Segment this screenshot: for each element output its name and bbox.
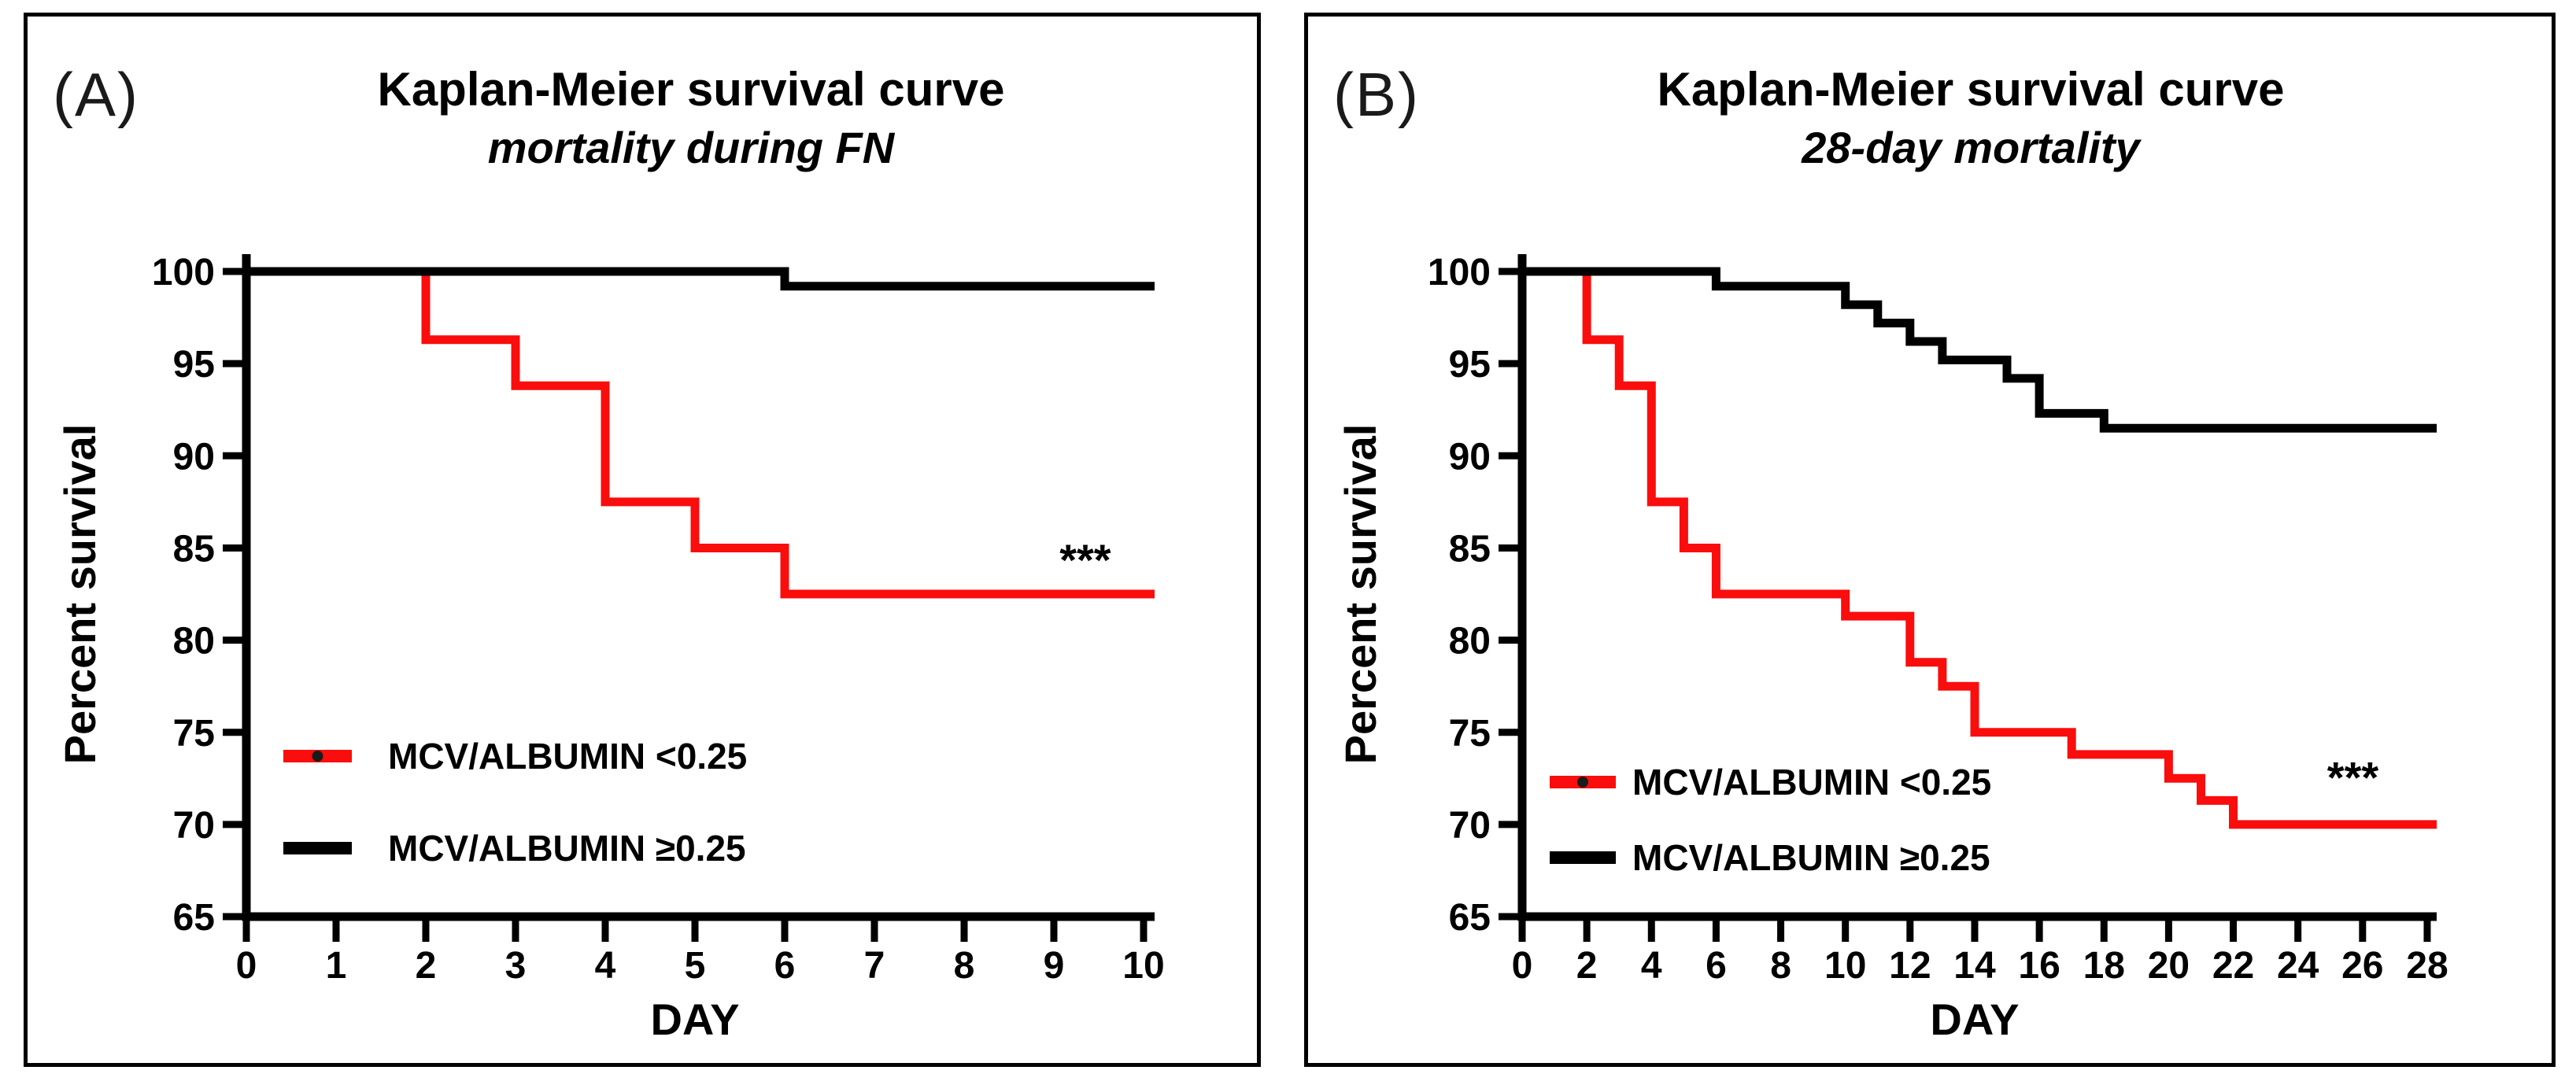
x-tick-label: 18 (2083, 945, 2125, 987)
panel-b: (B) Kaplan-Meier survival curve 28-day m… (1304, 13, 2556, 1067)
y-tick-label: 85 (173, 528, 215, 570)
km-curve-below-025 (421, 271, 1155, 599)
y-tick-label: 70 (1449, 805, 1491, 847)
panel-a-title: Kaplan-Meier survival curve (377, 63, 1005, 116)
y-tick-label: 100 (152, 252, 215, 293)
y-tick-label: 70 (173, 805, 215, 847)
x-tick-label: 0 (236, 945, 257, 987)
x-tick-label: 16 (2018, 945, 2060, 987)
km-curve-below-025 (1582, 271, 2437, 829)
x-axis-title: DAY (1930, 995, 2019, 1044)
x-tick-label: 8 (954, 945, 975, 987)
x-tick-label: 2 (416, 945, 437, 987)
y-tick-label: 65 (173, 897, 215, 939)
y-tick-label: 75 (1449, 713, 1491, 755)
legend-censor-dot (312, 751, 323, 762)
x-tick-label: 14 (1953, 945, 1996, 987)
significance-asterisks: *** (1059, 535, 1111, 585)
legend-label: MCV/ALBUMIN ≥0.25 (1632, 837, 1990, 878)
y-tick-label: 90 (173, 436, 215, 478)
legend-label: MCV/ALBUMIN <0.25 (1632, 762, 1991, 803)
y-tick-label: 80 (1449, 621, 1491, 662)
y-tick-label: 75 (173, 713, 215, 755)
x-tick-label: 26 (2341, 945, 2383, 987)
panel-a: (A) Kaplan-Meier survival curve mortalit… (24, 13, 1261, 1067)
y-axis-title: Percent survival (55, 424, 105, 765)
legend-label: MCV/ALBUMIN ≥0.25 (388, 828, 746, 869)
x-tick-label: 9 (1044, 945, 1065, 987)
x-tick-label: 28 (2406, 945, 2448, 987)
panel-b-subtitle: 28-day mortality (1802, 123, 2140, 172)
x-tick-label: 6 (1706, 945, 1727, 987)
panel-b-label: (B) (1333, 60, 1420, 129)
panel-a-label: (A) (53, 60, 139, 129)
x-tick-label: 3 (505, 945, 527, 987)
x-tick-label: 10 (1824, 945, 1866, 987)
x-tick-label: 20 (2148, 945, 2190, 987)
panel-a-subtitle: mortality during FN (487, 123, 895, 172)
x-tick-label: 8 (1770, 945, 1791, 987)
legend-censor-dot (1577, 777, 1588, 788)
y-tick-label: 90 (1449, 436, 1491, 478)
x-tick-label: 2 (1576, 945, 1598, 987)
x-axis-title: DAY (650, 995, 739, 1044)
significance-asterisks: *** (2327, 752, 2379, 802)
x-tick-label: 6 (774, 945, 796, 987)
x-tick-label: 24 (2277, 945, 2319, 987)
x-tick-label: 1 (326, 945, 347, 987)
x-tick-label: 12 (1889, 945, 1931, 987)
y-tick-label: 95 (173, 344, 215, 386)
x-tick-label: 7 (864, 945, 885, 987)
y-tick-label: 100 (1428, 252, 1491, 293)
y-tick-label: 65 (1449, 897, 1491, 939)
panel-b-title: Kaplan-Meier survival curve (1657, 63, 2285, 116)
y-axis-title: Percent survival (1336, 424, 1385, 765)
legend-label: MCV/ALBUMIN <0.25 (388, 736, 747, 777)
x-tick-label: 10 (1122, 945, 1164, 987)
survival-plot-a: 100 95 90 85 80 75 70 65 0 1 2 3 4 5 6 7 8 9 10 DAY Percent … (55, 252, 1165, 1044)
km-curve-above-025 (1522, 267, 2437, 433)
x-tick-label: 0 (1512, 945, 1533, 987)
x-tick-label: 5 (685, 945, 706, 987)
km-curve-above-025 (246, 267, 1155, 291)
x-tick-label: 4 (595, 945, 616, 987)
x-tick-label: 22 (2212, 945, 2254, 987)
y-tick-label: 95 (1449, 344, 1491, 386)
y-tick-label: 85 (1449, 528, 1491, 570)
x-tick-label: 4 (1641, 945, 1662, 987)
y-tick-label: 80 (173, 621, 215, 662)
